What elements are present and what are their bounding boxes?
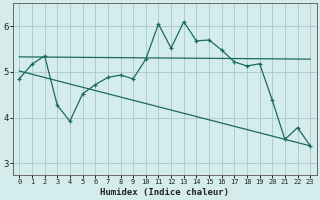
X-axis label: Humidex (Indice chaleur): Humidex (Indice chaleur) bbox=[100, 188, 229, 197]
